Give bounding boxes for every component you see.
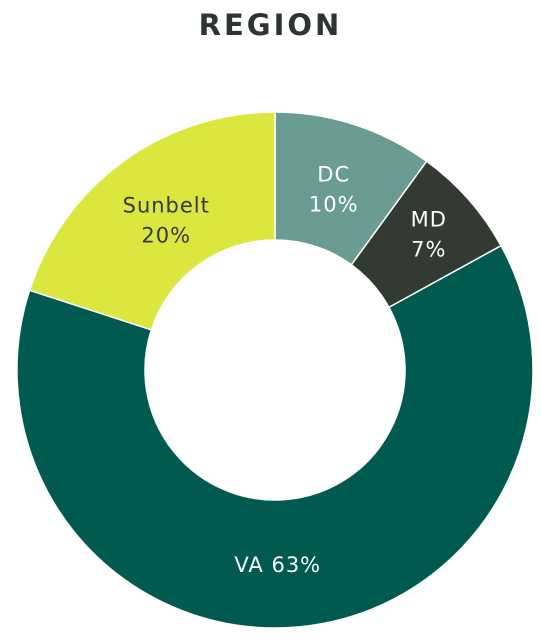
slice-label-sunbelt-name: Sunbelt: [123, 193, 210, 217]
slice-label-md-name: MD: [411, 207, 447, 231]
slice-label-dc-name: DC: [317, 162, 350, 186]
slice-label-sunbelt-value: 20%: [141, 223, 191, 247]
slice-label-md-value: 7%: [411, 237, 446, 261]
slice-labels: DC 10% MD 7% VA 63% Sunbelt 20%: [123, 162, 447, 577]
chart-title: REGION: [198, 8, 343, 42]
slice-label-va-name: VA 63%: [234, 553, 321, 577]
donut-slices: [16, 111, 534, 629]
slice-label-dc-value: 10%: [309, 192, 359, 216]
donut-slice-va: [16, 244, 534, 629]
donut-slice-sunbelt: [28, 111, 276, 331]
